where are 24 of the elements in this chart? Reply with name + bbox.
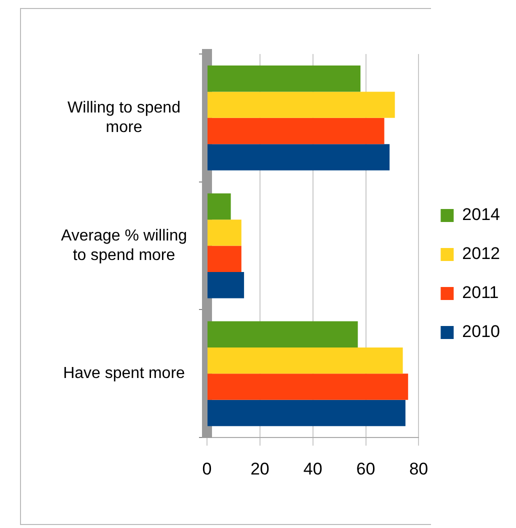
x-tick-label: 0 — [202, 459, 212, 478]
bar — [208, 92, 395, 118]
bar — [208, 220, 242, 246]
bar — [208, 374, 408, 400]
bar — [208, 144, 390, 170]
x-tick-label: 40 — [303, 459, 322, 478]
legend-label: 2010 — [462, 322, 500, 342]
bar — [208, 118, 384, 144]
x-tick-label: 20 — [250, 459, 270, 478]
bar — [208, 400, 406, 426]
bar — [208, 193, 231, 220]
legend-label: 2011 — [462, 283, 499, 302]
x-tick-label: 60 — [356, 459, 376, 478]
y-tick-label: Have spent more — [63, 365, 186, 382]
bar — [208, 66, 360, 92]
y-tick-label: Average % willing to spend more — [61, 228, 188, 264]
bar — [208, 347, 403, 374]
x-tick-label: 80 — [409, 459, 428, 478]
legend-label: 2014 — [462, 205, 500, 224]
bar — [208, 272, 244, 298]
legend-label: 2012 — [462, 244, 500, 264]
y-tick-label: Willing to spend more — [68, 100, 180, 136]
bar — [208, 321, 358, 348]
bar — [208, 246, 242, 272]
